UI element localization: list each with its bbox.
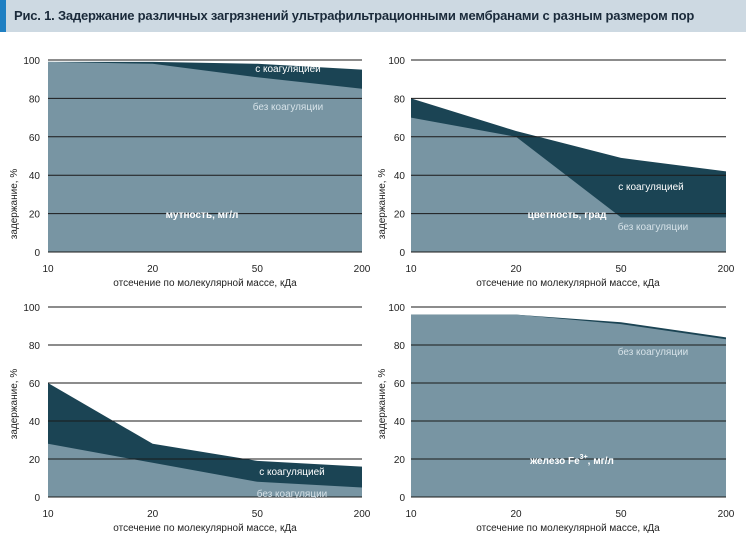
series-label-without-coagulation: без коагуляции [253, 101, 324, 113]
chart-color: 0 20 40 60 80 100 10 20 50 200 задержание, % отс… [377, 56, 735, 289]
y-tick-label: 80 [394, 94, 406, 105]
series-label-without-coagulation: без коагуляции [618, 346, 689, 358]
x-tick-label: 50 [252, 509, 264, 520]
area-without-coagulation [411, 314, 726, 497]
area-without-coagulation [48, 443, 362, 497]
y-tick-label: 40 [29, 417, 41, 428]
chart-title-subscript: 2 [241, 435, 245, 442]
y-tick-label: 100 [388, 56, 405, 67]
y-tick-label: 100 [23, 56, 40, 67]
y-tick-label: 60 [29, 379, 41, 390]
y-axis-label: задержание, % [9, 369, 20, 440]
x-tick-label: 10 [42, 509, 54, 520]
chart-title-main: железо Fe [529, 456, 580, 467]
y-tick-label: 20 [29, 210, 41, 221]
y-tick-label: 0 [399, 493, 405, 504]
y-tick-label: 0 [34, 248, 40, 259]
chart-title-main: окисляемость, мгО [146, 429, 241, 440]
series-label-with-coagulation: с коагуляцией [255, 64, 321, 75]
y-tick-label: 0 [34, 493, 40, 504]
y-tick-label: 100 [23, 303, 40, 314]
chart-title-oxidizability: окисляемость, мгО2/л [146, 429, 254, 442]
chart-oxidizability: 0 20 40 60 80 100 10 20 50 200 задержание, % отс… [9, 303, 371, 534]
y-tick-label: 40 [394, 171, 406, 182]
x-tick-label: 10 [405, 509, 417, 520]
y-tick-label: 80 [29, 341, 41, 352]
x-tick-label: 200 [354, 264, 371, 275]
series-label-with-coagulation: с коагуляцией [618, 182, 684, 193]
x-tick-label: 10 [405, 264, 417, 275]
y-tick-label: 80 [394, 341, 406, 352]
area-without-coagulation [48, 61, 362, 253]
x-tick-label: 10 [42, 264, 54, 275]
x-tick-label: 20 [147, 264, 159, 275]
chart-title-tail: , мг/л [588, 456, 614, 467]
chart-title-color: цветность, град [528, 210, 608, 221]
series-label-without-coagulation: без коагуляции [257, 488, 328, 500]
figure-header: Рис. 1. Задержание различных загрязнений… [0, 0, 746, 32]
y-tick-label: 0 [399, 248, 405, 259]
y-tick-label: 20 [394, 210, 406, 221]
x-axis-label: отсечение по молекулярной массе, кДа [113, 278, 297, 289]
chart-title-turbidity: мутность, мг/л [166, 210, 239, 221]
y-tick-label: 60 [29, 133, 41, 144]
series-label-without-coagulation: без коагуляции [618, 221, 689, 233]
y-tick-label: 40 [394, 417, 406, 428]
y-tick-label: 20 [29, 455, 41, 466]
chart-title-superscript: 3+ [580, 454, 588, 461]
x-tick-label: 200 [718, 509, 735, 520]
y-tick-label: 40 [29, 171, 41, 182]
x-axis-label: отсечение по молекулярной массе, кДа [476, 278, 660, 289]
y-axis-label: задержание, % [377, 369, 388, 440]
chart-turbidity: 0 20 40 60 80 100 10 20 50 200 задержание, % отс… [9, 56, 371, 289]
y-tick-label: 80 [29, 94, 41, 105]
y-tick-label: 60 [394, 379, 406, 390]
y-tick-label: 20 [394, 455, 406, 466]
header-accent-bar [0, 0, 6, 32]
chart-iron: 0 20 40 60 80 100 10 20 50 200 задержание, % отс… [377, 303, 735, 534]
y-axis-label: задержание, % [377, 169, 388, 240]
y-tick-label: 100 [388, 303, 405, 314]
series-label-with-coagulation: с коагуляцией [618, 307, 684, 318]
x-axis-label: отсечение по молекулярной массе, кДа [476, 523, 660, 534]
y-tick-label: 60 [394, 133, 406, 144]
chart-title-tail: /л [245, 429, 254, 440]
x-axis-label: отсечение по молекулярной массе, кДа [113, 523, 297, 534]
x-tick-label: 200 [354, 509, 371, 520]
area-without-coagulation [411, 117, 726, 252]
x-tick-label: 200 [718, 264, 735, 275]
y-axis-label: задержание, % [9, 169, 20, 240]
x-tick-label: 20 [510, 264, 522, 275]
chart-title-iron: железо Fe3+, мг/л [529, 454, 614, 467]
figure-title: Рис. 1. Задержание различных загрязнений… [14, 8, 695, 23]
x-tick-label: 50 [615, 264, 627, 275]
x-tick-label: 50 [615, 509, 627, 520]
x-tick-label: 50 [252, 264, 264, 275]
x-tick-label: 20 [147, 509, 159, 520]
series-label-with-coagulation: с коагуляцией [259, 467, 325, 478]
x-tick-label: 20 [510, 509, 522, 520]
